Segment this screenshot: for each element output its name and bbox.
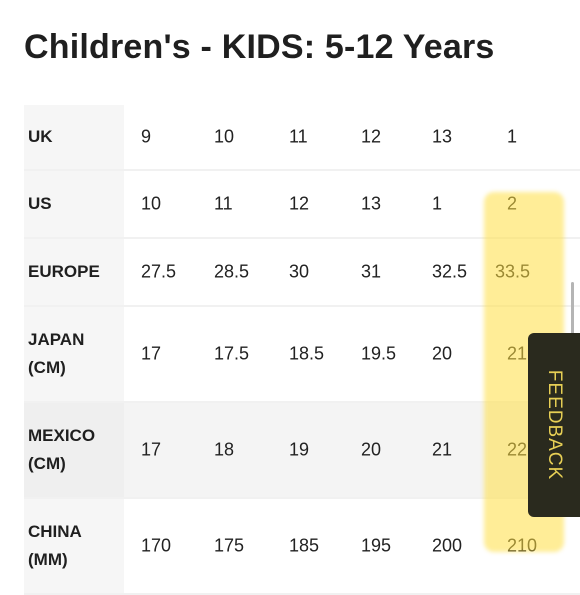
row-label: MEXICO (CM) xyxy=(24,403,124,497)
size-cell: 21 xyxy=(507,343,528,364)
size-cell: 185 xyxy=(289,535,320,556)
table-row: CHINA (MM) 170 175 185 195 200 210 xyxy=(24,499,580,595)
size-cell: 19 xyxy=(289,439,310,460)
table-row: MEXICO (CM) 17 18 19 20 21 22 xyxy=(24,403,580,499)
size-cell: 22 xyxy=(507,439,528,460)
size-cell: 20 xyxy=(361,439,382,460)
size-cell: 19.5 xyxy=(361,343,397,364)
table-row: EUROPE 27.5 28.5 30 31 32.5 33.5 xyxy=(24,239,580,307)
size-cell: 18 xyxy=(214,439,235,460)
row-label-wrap: MEXICO (CM) xyxy=(28,422,95,478)
row-label: JAPAN (CM) xyxy=(24,307,124,401)
size-cell: 210 xyxy=(507,535,538,556)
size-cell: 17 xyxy=(141,439,162,460)
row-label-line: CHINA xyxy=(28,522,82,541)
row-label-line: (CM) xyxy=(28,454,66,473)
row-label: CHINA (MM) xyxy=(24,499,124,593)
size-cell: 9 xyxy=(141,126,152,147)
size-cell: 170 xyxy=(141,535,172,556)
size-cell: 13 xyxy=(432,126,453,147)
size-cell: 11 xyxy=(289,126,308,147)
row-label-line: JAPAN xyxy=(28,330,85,349)
size-cell: 28.5 xyxy=(214,261,250,282)
row-label-line: MEXICO xyxy=(28,426,96,445)
row-label: EUROPE xyxy=(24,239,124,305)
size-cell: 17 xyxy=(141,343,162,364)
size-cell: 12 xyxy=(289,193,310,214)
row-label-line: (MM) xyxy=(28,550,68,569)
size-cell: 1 xyxy=(432,193,443,214)
scrollbar[interactable] xyxy=(571,282,574,360)
size-cell: 32.5 xyxy=(432,261,468,282)
size-cell: 200 xyxy=(432,535,463,556)
row-label: US xyxy=(24,171,124,237)
size-cell: 31 xyxy=(361,261,382,282)
size-cell: 27.5 xyxy=(141,261,177,282)
row-label: UK xyxy=(24,105,124,169)
size-cell: 20 xyxy=(432,343,453,364)
table-row: UK 9 10 11 12 13 1 xyxy=(24,105,580,171)
page-title: Children's - KIDS: 5-12 Years xyxy=(24,28,495,66)
table-row: US 10 11 12 13 1 2 xyxy=(24,171,580,239)
size-cell: 13 xyxy=(361,193,382,214)
size-table: UK 9 10 11 12 13 1 US 10 11 12 13 1 2 EU… xyxy=(24,105,580,595)
size-cell: 1 xyxy=(507,126,518,147)
row-label-wrap: JAPAN (CM) xyxy=(28,326,84,382)
size-cell: 12 xyxy=(361,126,382,147)
size-cell: 11 xyxy=(214,193,233,214)
size-cell: 2 xyxy=(507,193,518,214)
table-row: JAPAN (CM) 17 17.5 18.5 19.5 20 21 xyxy=(24,307,580,403)
size-cell: 30 xyxy=(289,261,310,282)
size-cell: 17.5 xyxy=(214,343,250,364)
row-label-line: (CM) xyxy=(28,358,66,377)
feedback-tab[interactable]: FEEDBACK xyxy=(528,333,580,517)
size-cell: 195 xyxy=(361,535,392,556)
size-cell: 175 xyxy=(214,535,245,556)
feedback-label: FEEDBACK xyxy=(544,369,566,481)
size-cell: 21 xyxy=(432,439,453,460)
size-cell: 10 xyxy=(141,193,162,214)
row-label-wrap: CHINA (MM) xyxy=(28,518,82,574)
size-cell: 18.5 xyxy=(289,343,325,364)
size-cell: 10 xyxy=(214,126,235,147)
size-cell: 33.5 xyxy=(495,261,531,282)
